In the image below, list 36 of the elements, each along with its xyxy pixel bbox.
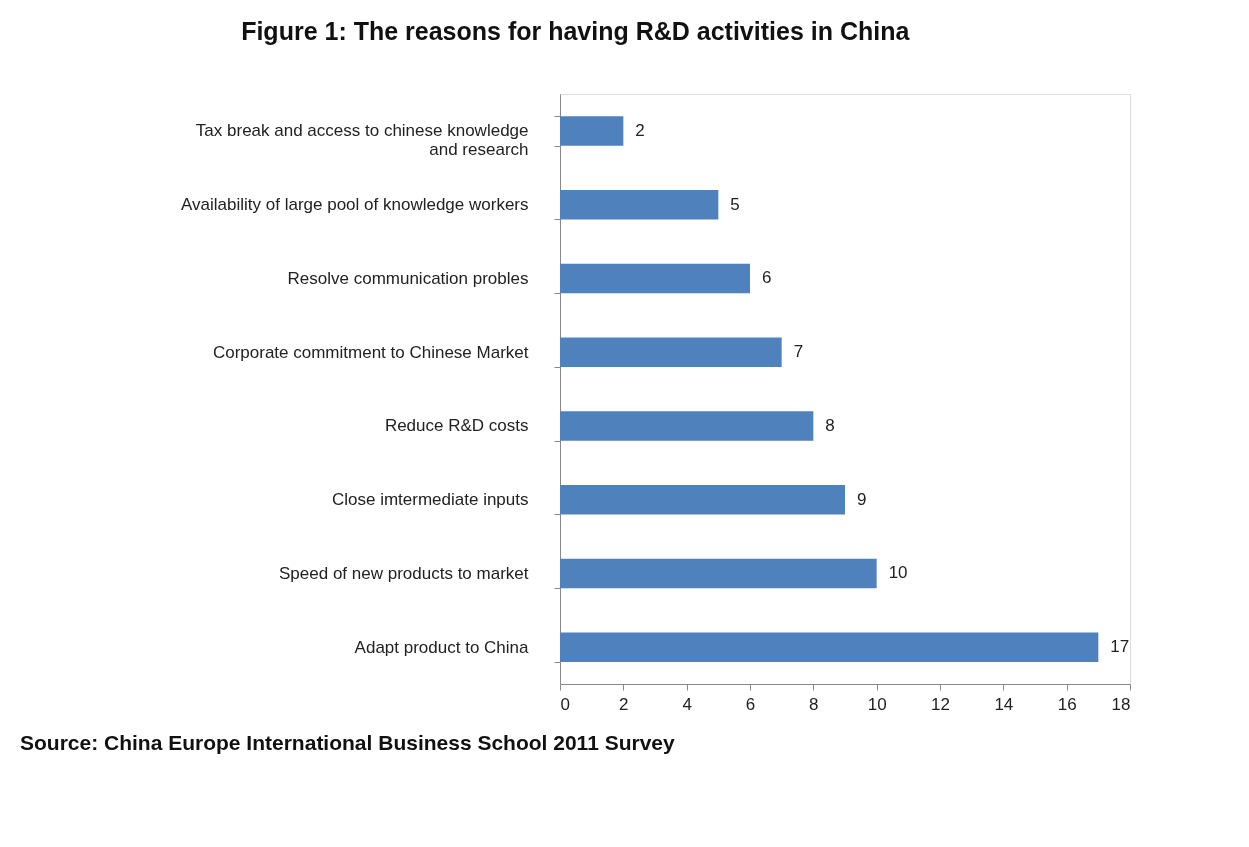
bar [560,116,624,146]
bar [560,484,845,515]
data-label: 6 [762,268,772,288]
source-note: Source: China Europe International Business School 2011 Survey [20,731,676,754]
bar [560,263,750,294]
y-tick-label: Corporate commitment to Chinese Market [212,342,529,362]
data-label: 7 [793,342,804,362]
y-tick-label: Speed of new products to market [279,563,529,583]
data-label: 5 [730,194,740,214]
data-label: 8 [825,415,835,435]
bar [560,189,719,220]
y-tick-label: Reduce R&D costs [384,416,529,436]
bar [560,632,1099,662]
bar [560,558,877,589]
x-tick-label: 18 [1111,694,1131,714]
chart-title: Figure 1: The reasons for having R&D activities in China [241,17,911,45]
data-label: 9 [857,489,867,509]
x-tick-label: 6 [745,694,756,714]
x-tick-label: 10 [867,694,887,714]
data-label: 10 [888,563,908,583]
y-tick-label: Resolve communication probles [287,268,529,288]
y-tick-label: Close imtermediate inputs [331,490,529,510]
x-tick-label: 16 [1057,694,1077,714]
y-tick-label: Availability of large pool of knowledge workers [181,195,529,215]
data-label: 17 [1110,637,1130,657]
x-tick-label: 2 [619,694,629,714]
x-tick-label: 14 [994,694,1014,714]
x-tick-label: 0 [560,694,570,714]
bar [560,411,814,441]
x-tick-label: 8 [809,694,819,714]
y-tick-label: Tax break and access to chinese knowledge and research [195,121,529,160]
x-tick-label: 12 [931,694,950,714]
x-tick-label: 4 [682,694,692,714]
data-label: 2 [635,120,645,140]
y-tick-label: Adapt product to China [354,637,530,657]
bar [560,337,782,367]
